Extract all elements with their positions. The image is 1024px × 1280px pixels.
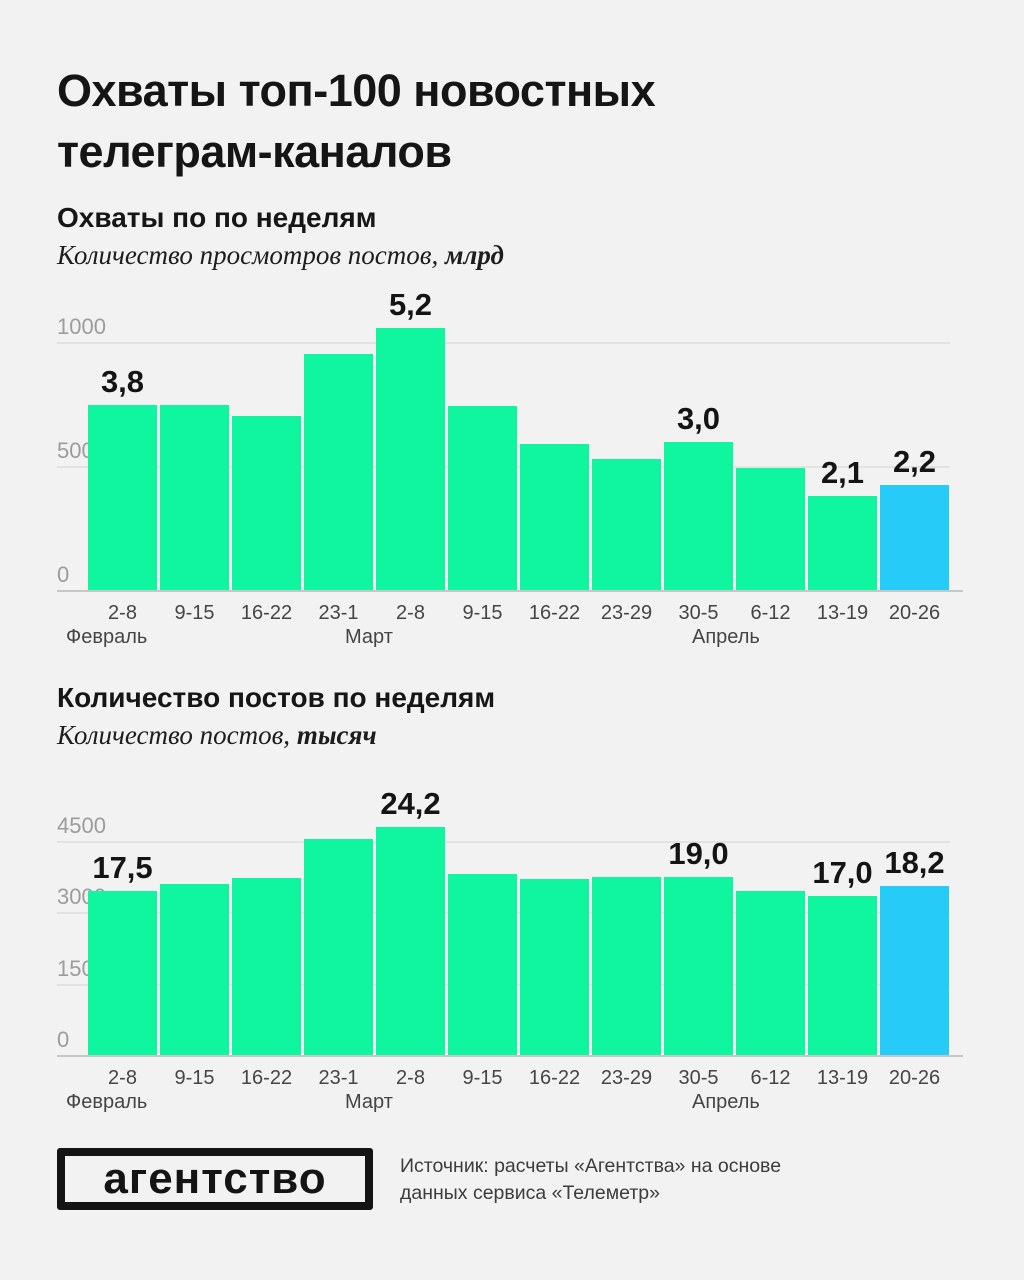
x-axis-baseline xyxy=(57,1055,963,1057)
week-label: 6-12 xyxy=(750,1067,791,1089)
bar xyxy=(592,458,661,590)
week-label: 2-8 xyxy=(108,602,137,624)
bar xyxy=(664,877,733,1055)
bar xyxy=(592,877,661,1055)
week-label: 6-12 xyxy=(750,602,791,624)
agentstvo-logo: агентство xyxy=(57,1148,373,1210)
bar-value-label: 24,2 xyxy=(380,786,441,822)
week-label: 16-22 xyxy=(240,602,293,624)
y-gridline xyxy=(57,342,950,344)
bar-highlighted xyxy=(880,886,949,1055)
week-label: 2-8 xyxy=(396,602,425,624)
week-label: 23-1 xyxy=(318,602,359,624)
bar xyxy=(160,405,229,590)
chart2-plot: 0 1500 3000 4500 17,5 24,2 19,0 17,0 18,2 2-8 9-15… xyxy=(57,757,963,1113)
bar-value-label: 2,1 xyxy=(820,454,865,490)
week-label: 9-15 xyxy=(174,602,215,624)
bar xyxy=(448,406,517,590)
chart2-subtitle-unit: тысяч xyxy=(296,720,377,750)
bar-value-label: 17,5 xyxy=(92,849,153,885)
bar xyxy=(736,468,805,590)
week-label: 2-8 xyxy=(396,1067,425,1089)
bar xyxy=(88,890,157,1055)
chart1-subtitle-text: Количество просмотров постов, xyxy=(57,240,439,270)
bar xyxy=(736,890,805,1055)
week-label: 9-15 xyxy=(462,1067,503,1089)
week-label: 13-19 xyxy=(816,602,869,624)
page-title-line2: телеграм-каналов xyxy=(57,126,452,177)
month-label: Март xyxy=(345,1091,393,1113)
week-label: 30-5 xyxy=(678,1067,719,1089)
y-gridline xyxy=(57,841,950,843)
bar-value-label: 19,0 xyxy=(668,836,729,872)
chart2-subtitle-text: Количество постов, xyxy=(57,720,291,750)
chart1-title: Охваты по по неделям xyxy=(57,202,377,233)
bar xyxy=(664,442,733,590)
bar xyxy=(304,354,373,590)
week-label: 30-5 xyxy=(678,602,719,624)
bar xyxy=(160,883,229,1055)
bar-value-label: 2,2 xyxy=(892,443,937,479)
y-tick-label: 500 xyxy=(57,438,94,463)
y-tick-label: 4500 xyxy=(57,813,106,838)
bar xyxy=(304,839,373,1055)
week-label: 23-29 xyxy=(600,602,653,624)
month-label: Апрель xyxy=(692,626,760,648)
chart1-subtitle-unit: млрд xyxy=(445,240,504,270)
bar xyxy=(520,443,589,590)
page-title-line1: Охваты топ-100 новостных xyxy=(57,65,656,116)
chart2-subtitle: Количество постов, тысяч xyxy=(57,720,377,751)
source-line1: Источник: расчеты «Агентства» на основе xyxy=(400,1155,782,1177)
week-label: 9-15 xyxy=(174,1067,215,1089)
bar xyxy=(808,495,877,590)
bar-value-label: 17,0 xyxy=(812,855,873,891)
chart2-title: Количество постов по неделям xyxy=(57,682,496,713)
bar xyxy=(520,879,589,1055)
bar xyxy=(376,328,445,590)
bar-value-label: 3,8 xyxy=(100,364,145,400)
y-tick-label: 0 xyxy=(57,562,70,587)
week-label: 23-1 xyxy=(318,1067,359,1089)
week-label: 16-22 xyxy=(528,1067,581,1089)
bar xyxy=(376,827,445,1055)
bar-value-label: 3,0 xyxy=(676,401,721,437)
bar xyxy=(808,896,877,1055)
week-label: 2-8 xyxy=(108,1067,137,1089)
source-line2: данных сервиса «Телеметр» xyxy=(400,1182,660,1204)
week-label: 20-26 xyxy=(888,1067,941,1089)
bar xyxy=(232,878,301,1055)
bar-value-label: 5,2 xyxy=(388,287,433,323)
month-label: Апрель xyxy=(692,1091,760,1113)
y-tick-label: 0 xyxy=(57,1027,70,1052)
bar-highlighted xyxy=(880,484,949,590)
week-label: 9-15 xyxy=(462,602,503,624)
week-label: 16-22 xyxy=(528,602,581,624)
chart1-plot: 0 500 1000 3,8 5,2 3,0 2,1 2,2 2-8 9-15 16-22 23-1 2… xyxy=(57,287,963,648)
x-axis-baseline xyxy=(57,590,963,592)
bar xyxy=(232,416,301,590)
week-label: 23-29 xyxy=(600,1067,653,1089)
month-label: Март xyxy=(345,626,393,648)
page-title: Охваты топ-100 новостных телеграм-каналов xyxy=(57,60,656,182)
bar xyxy=(448,873,517,1055)
y-tick-label: 1000 xyxy=(57,314,106,339)
month-label: Февраль xyxy=(66,1091,148,1113)
agentstvo-logo-text: агентство xyxy=(103,1154,327,1203)
week-label: 13-19 xyxy=(816,1067,869,1089)
bar xyxy=(88,405,157,590)
source-credit: Источник: расчеты «Агентства» на основе д… xyxy=(400,1153,781,1207)
chart1-subtitle: Количество просмотров постов, млрд xyxy=(57,240,504,271)
week-label: 16-22 xyxy=(240,1067,293,1089)
month-label: Февраль xyxy=(66,626,148,648)
bar-value-label: 18,2 xyxy=(884,845,945,881)
week-label: 20-26 xyxy=(888,602,941,624)
